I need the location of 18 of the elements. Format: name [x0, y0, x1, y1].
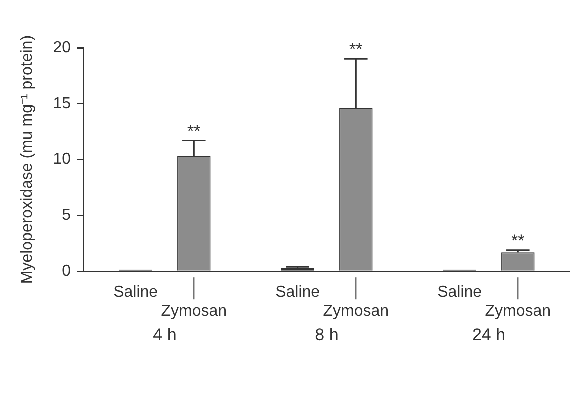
legend-label: Saline	[114, 284, 158, 302]
y-tick-label: 20	[53, 39, 72, 56]
x-tick-label: 8 h	[315, 325, 339, 344]
text: Zymosan	[485, 303, 552, 320]
y-tick-label: 15	[53, 95, 72, 112]
text: Zymosan	[161, 303, 228, 320]
text: Zymosan	[323, 303, 390, 320]
y-tick-label: 5	[62, 207, 72, 224]
annotation: **	[512, 231, 526, 250]
text: Saline	[276, 284, 320, 302]
y-tick-label: 10	[53, 151, 72, 168]
text: Saline	[438, 284, 482, 302]
y-tick-label: 0	[62, 263, 72, 280]
x-tick-label: 24 h	[472, 325, 506, 344]
annotation: **	[350, 40, 364, 60]
x-tick-label: 4 h	[153, 325, 177, 344]
annotation: **	[188, 122, 202, 141]
y-axis-title: Myeloperoxidase (mu mg⁻¹ protein)	[19, 35, 36, 284]
